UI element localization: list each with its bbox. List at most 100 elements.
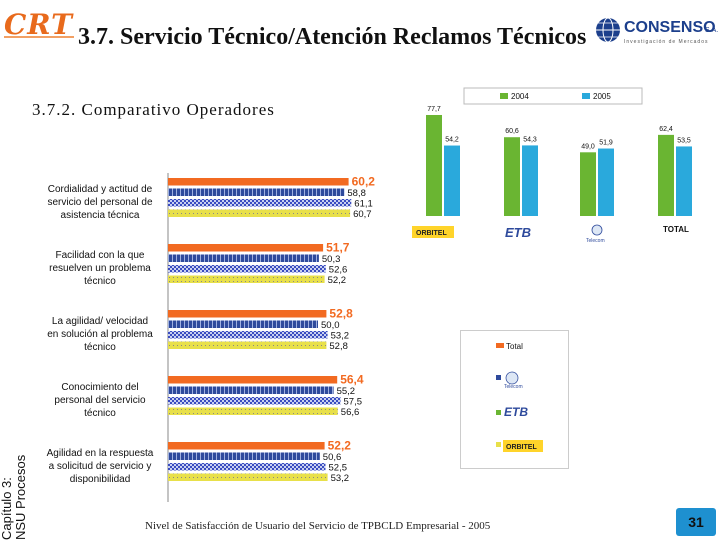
bar-total [168, 442, 325, 450]
category-label: La agilidad/ velocidad [52, 316, 148, 327]
vertical-bar-chart: 2004 2005 77,7 54,2 60,6 54,3 49,0 51,9 62,4 53,5… [412, 87, 692, 244]
data-label: 60,6 [505, 128, 519, 135]
page-number: 31 [676, 508, 716, 536]
legend-swatch-2004 [500, 93, 508, 99]
bar-orbitel [168, 341, 327, 349]
category-label: a solicitud de servicio y [49, 461, 152, 472]
category-label: disponibilidad [70, 474, 131, 485]
brand-tagline: Investigación de Mercados [624, 39, 708, 45]
legend-label-2005: 2005 [593, 92, 611, 101]
data-label: 60,2 [352, 175, 376, 189]
bar-etb [168, 463, 326, 471]
bar-etb [168, 265, 326, 273]
horizontal-bar-chart: Cordialidad y actitud de servicio del per… [47, 173, 376, 502]
data-label: 52,2 [328, 275, 347, 286]
bar-2004 [658, 134, 674, 216]
legend-label-2004: 2004 [511, 92, 529, 101]
category-label: técnico [84, 276, 116, 287]
data-label: 52,8 [329, 307, 353, 321]
chapter-label-line2: NSU Procesos [13, 454, 28, 540]
data-label: 77,7 [427, 106, 441, 113]
bar-etb [168, 397, 341, 405]
bar-2005 [598, 148, 614, 216]
bar-telecom [168, 320, 318, 328]
legend-label-etb: ETB [504, 405, 528, 419]
category-label: Agilidad en la respuesta [47, 448, 154, 459]
data-label: 56,4 [340, 373, 364, 387]
category-label: asistencia técnica [61, 210, 140, 221]
data-label: 54,3 [523, 136, 537, 143]
bar-orbitel [168, 209, 351, 217]
bar-2005 [444, 145, 460, 216]
category-label: Facilidad con la que [56, 250, 145, 261]
data-label: 58,8 [347, 188, 366, 199]
data-label: 55,2 [337, 386, 356, 397]
crt-logo: CRT [4, 8, 72, 48]
category-label-etb: ETB [505, 225, 531, 240]
bar-orbitel [168, 407, 338, 415]
bar-telecom [168, 188, 345, 196]
category-label: personal del servicio [54, 395, 146, 406]
telecom-logo-circle [505, 371, 519, 385]
orbitel-logo-bg [412, 226, 454, 238]
horizontal-chart-legend: Total Telecom ETB ORBITEL [460, 330, 569, 469]
data-label: 60,7 [353, 209, 372, 220]
bar-total [168, 376, 338, 384]
bar-etb [168, 331, 328, 339]
bar-2004 [504, 137, 520, 216]
bar-total [168, 244, 324, 252]
bar-2005 [676, 146, 692, 216]
bar-telecom [168, 254, 319, 262]
category-label: resuelven un problema [49, 263, 151, 274]
legend-label-total: Total [506, 342, 523, 351]
bar-total [168, 178, 349, 186]
brand-suffix: S.A. [705, 27, 718, 34]
legend-swatch-total [496, 343, 504, 348]
category-label: servicio del personal de [47, 197, 152, 208]
bar-etb [168, 199, 352, 207]
telecom-logo: Telecom [504, 371, 523, 390]
data-label: 50,3 [322, 254, 341, 265]
crt-logo-text: CRT [4, 8, 73, 41]
chapter-label-line1: Capítulo 3: [0, 477, 14, 540]
logo-underline [4, 36, 74, 38]
page-title: 3.7. Servicio Técnico/Atención Reclamos … [78, 24, 587, 50]
bar-2004 [426, 114, 442, 216]
footer-text: Nivel de Satisfacción de Usuario del Ser… [145, 520, 491, 532]
data-label: 52,8 [329, 341, 348, 352]
brand-name: CONSENSO [624, 19, 716, 36]
category-label: técnico [84, 342, 116, 353]
data-label: 50,0 [321, 320, 340, 331]
legend-swatch-telecom [496, 375, 501, 380]
data-label: 57,5 [344, 397, 363, 408]
data-label: 50,6 [323, 452, 342, 463]
data-label: 62,4 [659, 126, 673, 133]
data-label: 52,5 [329, 463, 348, 474]
data-label: 49,0 [581, 143, 595, 150]
category-label: Conocimiento del [61, 382, 138, 393]
data-label: 51,9 [599, 140, 613, 147]
orbitel-logo-bg [503, 440, 543, 452]
consenso-logo: CONSENSO S.A. Investigación de Mercados [594, 12, 720, 48]
bar-telecom [168, 452, 320, 460]
data-label: 56,6 [341, 407, 360, 418]
section-subtitle: 3.7.2. Comparativo Operadores [32, 100, 275, 119]
data-label: 54,2 [445, 137, 459, 144]
data-label: 52,2 [328, 439, 352, 453]
category-label-orbitel: ORBITEL [416, 230, 447, 237]
bar-telecom [168, 386, 334, 394]
data-label: 53,5 [677, 137, 691, 144]
category-label-total: TOTAL [663, 225, 689, 234]
data-label: 51,7 [326, 241, 350, 255]
vchart-legend-frame [463, 87, 643, 105]
chapter-side-label: Capítulo 3: NSU Procesos [0, 350, 40, 540]
category-label: Cordialidad y actitud de [48, 184, 153, 195]
bar-2005 [522, 145, 538, 216]
category-label: técnico [84, 408, 116, 419]
data-label: 53,2 [331, 473, 350, 484]
data-label: 52,6 [329, 265, 348, 276]
telecom-logo-circle [591, 224, 603, 236]
legend-swatch-orbitel [496, 442, 501, 447]
category-label: en solución al problema [47, 329, 153, 340]
legend-label-orbitel: ORBITEL [506, 444, 537, 451]
